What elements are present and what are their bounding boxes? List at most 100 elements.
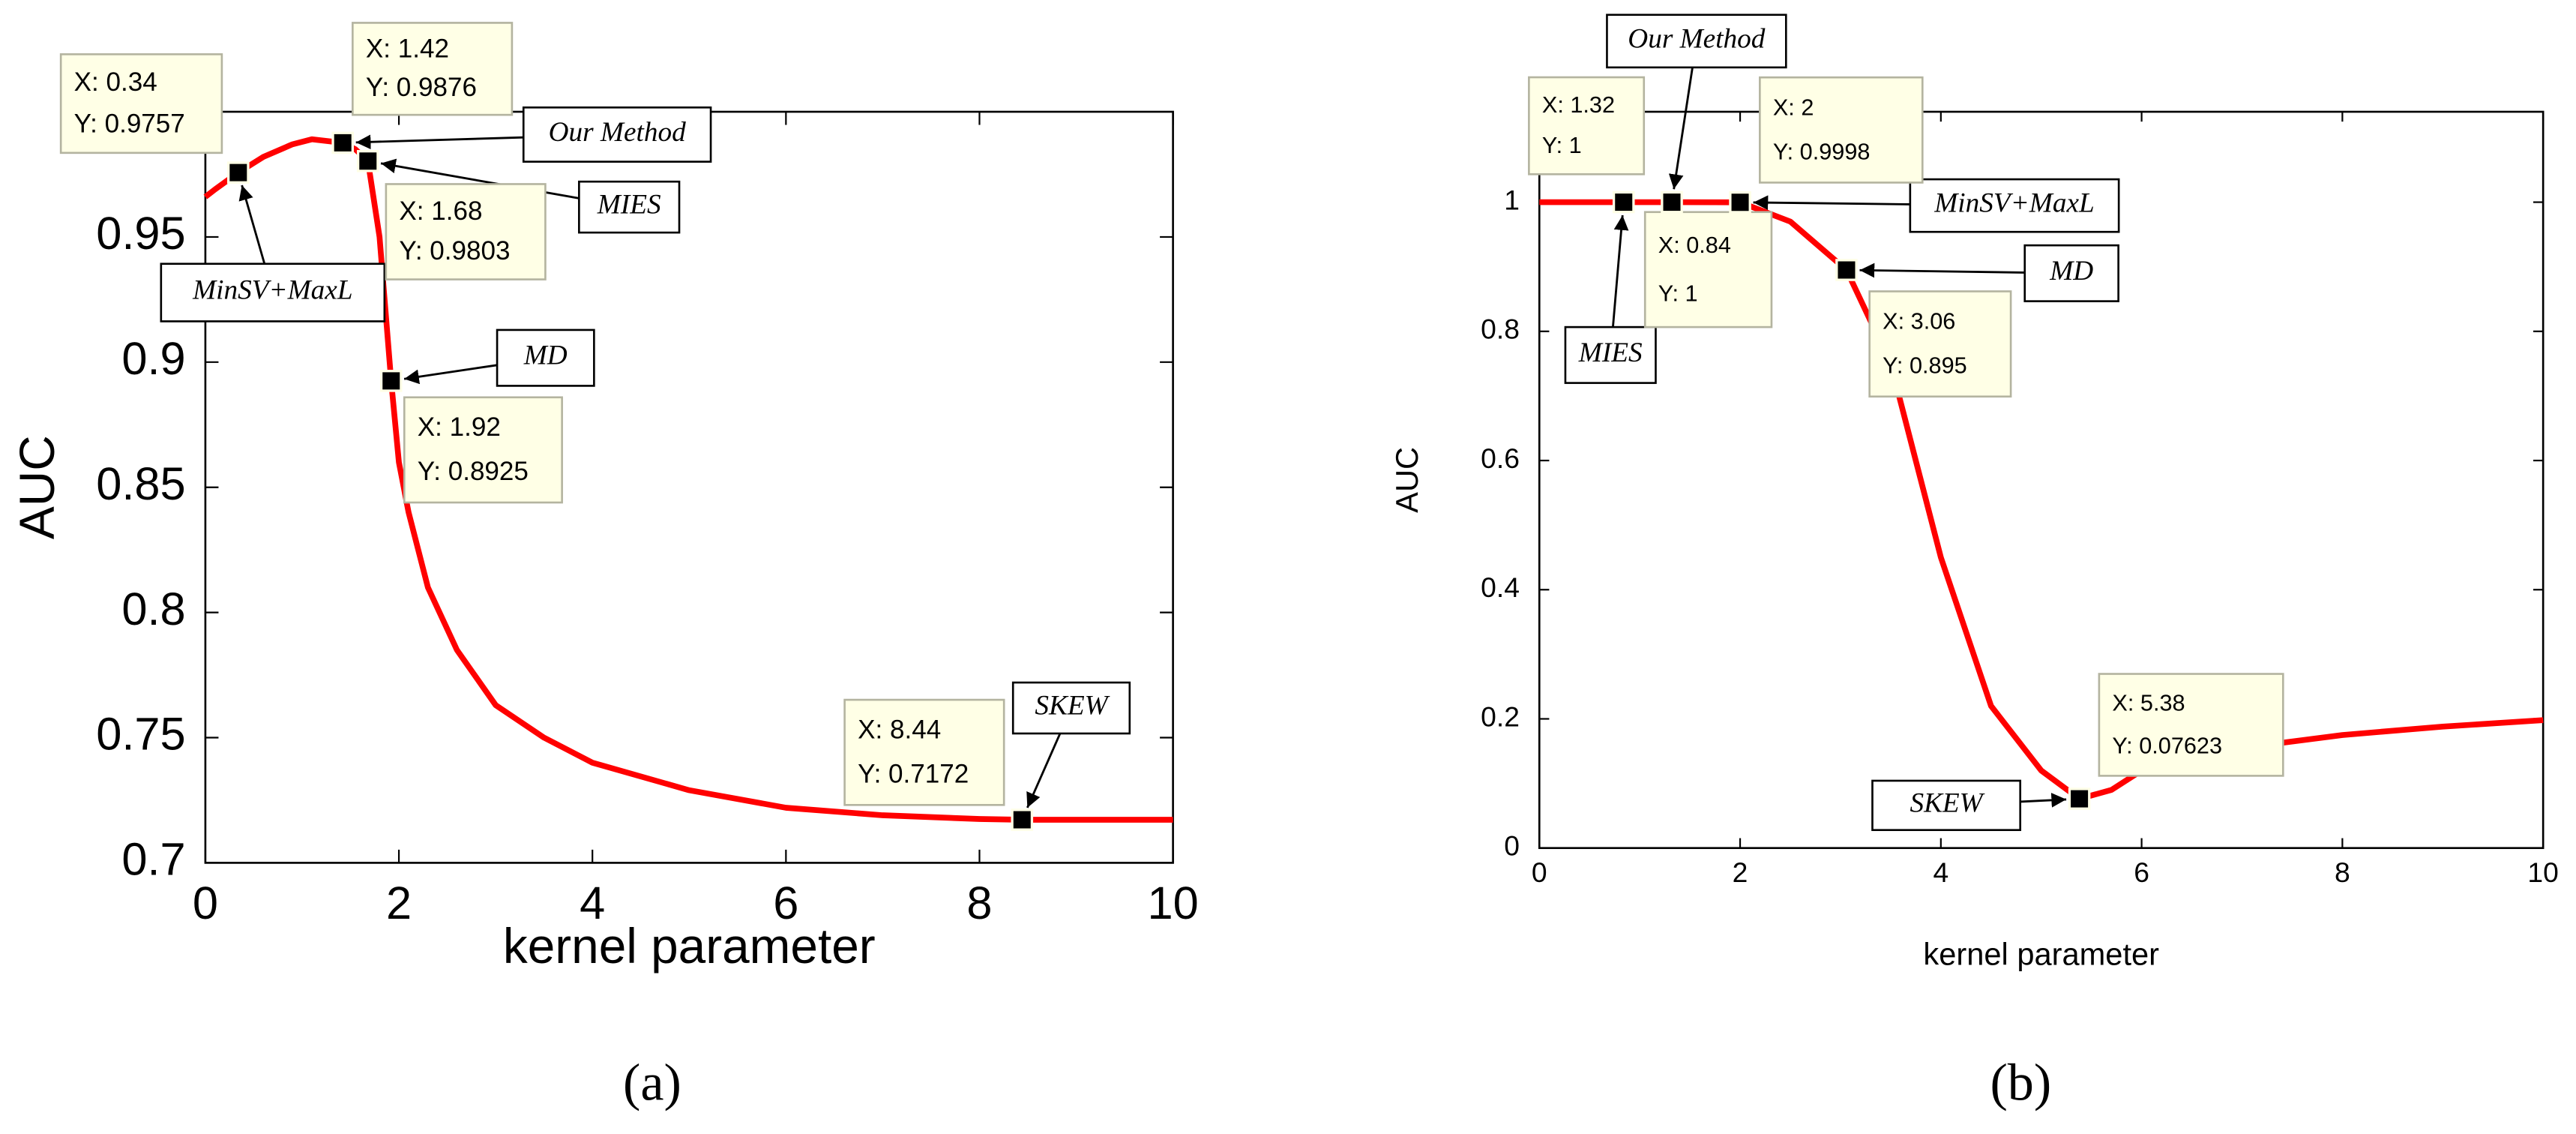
datatip-marker: [356, 149, 379, 172]
datatip-box: [1643, 211, 1773, 328]
datatip-marker: [1011, 808, 1034, 831]
datatip-marker: [1612, 190, 1635, 214]
y-tick-label: 0: [1504, 830, 1520, 862]
method-label: MinSV+MaxL: [1933, 188, 2094, 219]
datatip-x: X: 5.38: [2112, 690, 2185, 716]
annotation-arrow: [1668, 67, 1694, 190]
datatip-box: [1868, 290, 2012, 398]
y-tick-label: 1: [1504, 184, 1520, 215]
datatip-box: [352, 22, 514, 116]
datatip-x: X: 1.68: [399, 196, 482, 226]
method-box: [1871, 779, 2022, 832]
y-tick-label: 0.85: [96, 458, 185, 510]
method-box: [496, 328, 595, 387]
annotation-arrow: [355, 134, 524, 150]
method-label: SKEW: [1910, 788, 1984, 818]
method-label: SKEW: [1035, 691, 1110, 722]
method-label: MD: [523, 340, 568, 371]
x-tick-label: 4: [1933, 856, 1948, 888]
datatip-y: Y: 0.8925: [418, 457, 529, 486]
datatip-y: Y: 0.895: [1883, 353, 1967, 379]
annotation-arrow: [1611, 214, 1629, 328]
datatip-marker: [1661, 190, 1683, 214]
x-tick-label: 2: [1733, 856, 1748, 888]
annotation-arrow: [238, 184, 266, 265]
datatip-marker: [379, 370, 403, 392]
datatip-marker: [331, 131, 354, 154]
y-tick-label: 0.7: [121, 834, 185, 886]
y-tick-label: 0.8: [1481, 314, 1520, 345]
datatip-x: X: 1.92: [418, 412, 501, 442]
method-box: [160, 262, 386, 322]
y-tick-label: 0.4: [1481, 572, 1520, 603]
datatip-y: Y: 0.9998: [1773, 139, 1871, 164]
datatip-box: [59, 53, 223, 154]
datatip-box: [403, 396, 563, 504]
method-box: [578, 180, 681, 234]
y-tick-label: 0.75: [96, 709, 185, 760]
method-box: [522, 106, 712, 163]
annotation-arrow: [1859, 262, 2025, 278]
datatip-y: Y: 0.9876: [366, 73, 477, 102]
datatip-y: Y: 0.7172: [858, 759, 969, 788]
data-line: [203, 136, 1173, 823]
datatip-marker: [1835, 259, 1858, 281]
method-label: MIES: [1578, 338, 1643, 368]
datatip-y: Y: 0.07623: [2112, 733, 2222, 758]
x-tick-label: 8: [966, 878, 992, 929]
panel-label: (a): [623, 1054, 681, 1112]
x-tick-label: 6: [773, 878, 798, 929]
annotation-arrow: [2020, 793, 2067, 808]
y-tick-label: 0.95: [96, 208, 185, 260]
y-tick-label: 0.2: [1481, 700, 1520, 732]
datatip-x: X: 3.06: [1883, 309, 1955, 334]
datatip-box: [843, 698, 1005, 806]
y-tick-label: 0.9: [121, 333, 185, 385]
method-box: [2023, 244, 2119, 302]
datatip-y: Y: 0.9803: [399, 236, 510, 266]
method-label: Our Method: [1628, 23, 1765, 54]
x-tick-label: 10: [2527, 856, 2558, 888]
x-axis-label: kernel parameter: [503, 918, 876, 974]
method-label: MinSV+MaxL: [192, 275, 352, 306]
datatip-x: X: 1.32: [1542, 92, 1615, 118]
datatip-x: X: 0.84: [1658, 232, 1731, 258]
method-box: [1909, 178, 2120, 233]
datatip-x: X: 2: [1773, 94, 1814, 120]
datatip-box: [1528, 76, 1646, 176]
y-tick-label: 0.8: [121, 584, 185, 635]
x-tick-label: 10: [1147, 878, 1198, 929]
method-box: [1606, 14, 1787, 69]
datatip-x: X: 0.34: [74, 68, 157, 97]
datatip-y: Y: 0.9757: [74, 109, 185, 138]
datatip-y: Y: 1: [1658, 280, 1698, 306]
method-label: Our Method: [549, 117, 686, 148]
x-tick-label: 8: [2335, 856, 2350, 888]
datatip-marker: [227, 161, 250, 184]
datatip-x: X: 8.44: [858, 715, 941, 744]
x-tick-label: 6: [2134, 856, 2149, 888]
x-axis-label: kernel parameter: [1923, 936, 2159, 971]
datatip-box: [385, 183, 547, 280]
datatip-box: [2098, 673, 2284, 777]
datatip-y: Y: 1: [1542, 133, 1582, 158]
y-axis-label: AUC: [1389, 447, 1424, 513]
method-box: [1564, 326, 1657, 384]
datatip-marker: [1729, 190, 1751, 214]
annotation-arrow: [1753, 195, 1910, 211]
x-tick-label: 0: [1532, 856, 1547, 888]
datatip-x: X: 1.42: [366, 34, 449, 64]
y-tick-label: 0.6: [1481, 442, 1520, 474]
x-tick-label: 4: [580, 878, 605, 929]
x-tick-label: 2: [386, 878, 412, 929]
annotation-arrow: [1026, 733, 1062, 808]
plot-frame: [204, 110, 1174, 864]
x-tick-label: 0: [193, 878, 218, 929]
method-box: [1011, 681, 1131, 735]
datatip-box: [1759, 76, 1924, 184]
method-label: MD: [2049, 256, 2093, 286]
datatip-marker: [2068, 788, 2091, 810]
panel-label: (b): [1990, 1054, 2051, 1112]
y-axis-label: AUC: [9, 435, 64, 539]
